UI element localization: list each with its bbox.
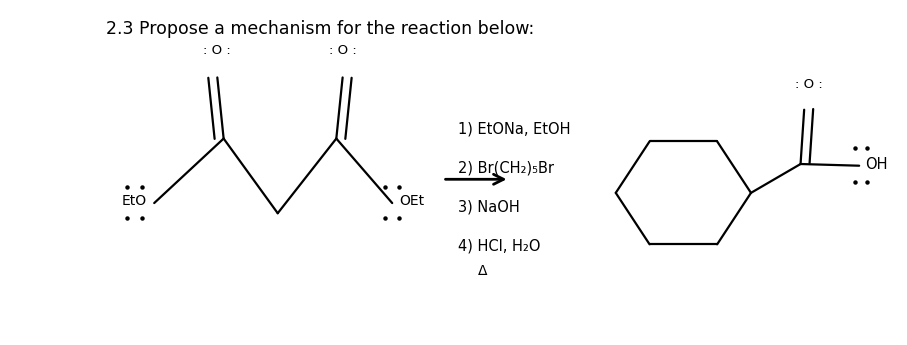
Text: 4) HCl, H₂O: 4) HCl, H₂O — [458, 239, 541, 254]
Text: 3) NaOH: 3) NaOH — [458, 200, 520, 215]
Text: : O :: : O : — [328, 44, 356, 57]
Text: 2.3 Propose a mechanism for the reaction below:: 2.3 Propose a mechanism for the reaction… — [106, 20, 535, 38]
Text: 2) Br(CH₂)₅Br: 2) Br(CH₂)₅Br — [458, 161, 554, 176]
Text: 1) EtONa, EtOH: 1) EtONa, EtOH — [458, 121, 571, 137]
Text: : O :: : O : — [795, 78, 823, 91]
Text: EtO: EtO — [122, 194, 147, 208]
Text: : O :: : O : — [203, 44, 231, 57]
Text: Δ: Δ — [478, 264, 487, 278]
Text: OH: OH — [865, 157, 888, 171]
Text: OEt: OEt — [399, 194, 424, 208]
